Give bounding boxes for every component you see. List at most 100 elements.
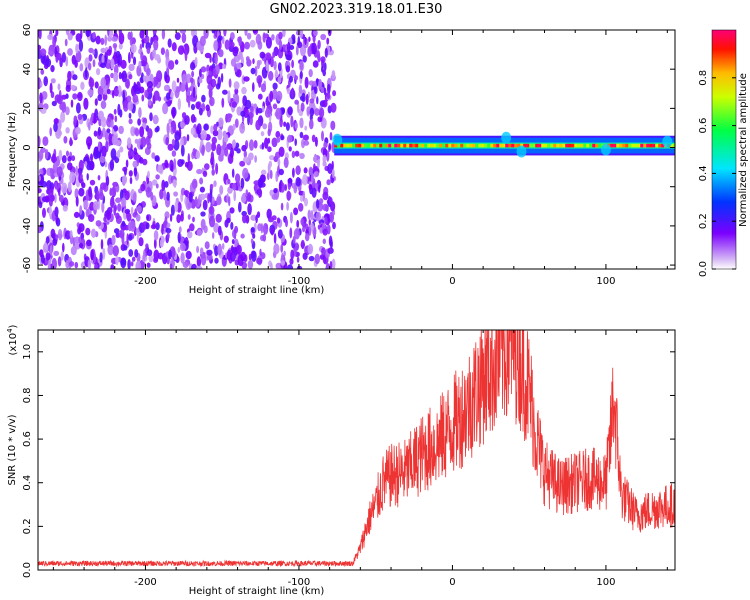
noise-cell bbox=[230, 221, 234, 230]
noise-cell bbox=[308, 36, 311, 42]
noise-cell bbox=[87, 259, 92, 269]
signal-core-cell bbox=[415, 143, 419, 148]
noise-cell bbox=[111, 186, 117, 198]
signal-core-cell bbox=[547, 143, 551, 148]
noise-cell bbox=[60, 182, 68, 194]
noise-cell bbox=[45, 195, 49, 203]
noise-cell bbox=[201, 144, 205, 157]
noise-cell bbox=[260, 169, 267, 176]
y-axis-label: SNR (10 * v/v) bbox=[7, 414, 18, 485]
noise-cell bbox=[199, 186, 205, 193]
noise-cell bbox=[126, 233, 129, 246]
noise-cell bbox=[133, 147, 138, 155]
noise-cell bbox=[50, 155, 57, 163]
noise-cell bbox=[112, 125, 119, 132]
noise-cell bbox=[275, 262, 282, 269]
signal-core-cell bbox=[400, 143, 404, 148]
noise-cell bbox=[130, 261, 134, 267]
noise-cell bbox=[205, 141, 212, 153]
noise-cell bbox=[50, 65, 55, 73]
noise-cell bbox=[177, 231, 181, 244]
noise-cell bbox=[45, 58, 52, 68]
y-tick-label: 0 bbox=[22, 144, 33, 150]
signal-core-cell bbox=[586, 143, 590, 148]
signal-core-cell bbox=[625, 143, 629, 148]
y-tick-label: 1.0 bbox=[22, 344, 33, 360]
noise-cell bbox=[128, 170, 133, 177]
noise-cell bbox=[109, 196, 115, 209]
noise-cell bbox=[84, 67, 88, 79]
noise-cell bbox=[147, 142, 152, 150]
noise-cell bbox=[90, 160, 94, 171]
noise-cell bbox=[86, 136, 93, 148]
noise-cell bbox=[70, 84, 76, 90]
noise-cell bbox=[271, 89, 278, 100]
noise-cell bbox=[253, 180, 260, 186]
noise-cell bbox=[255, 119, 261, 131]
noise-cell bbox=[296, 219, 300, 228]
noise-cell bbox=[65, 84, 72, 92]
noise-cell bbox=[72, 93, 78, 100]
noise-cell bbox=[253, 103, 258, 109]
noise-cell bbox=[212, 68, 216, 77]
noise-cell bbox=[62, 204, 68, 212]
noise-cell bbox=[235, 142, 240, 149]
noise-cell bbox=[261, 142, 265, 150]
noise-cell bbox=[130, 206, 134, 215]
noise-cell bbox=[111, 128, 115, 135]
noise-cell bbox=[224, 147, 229, 157]
signal-core-cell bbox=[406, 143, 410, 148]
noise-cell bbox=[109, 159, 115, 171]
noise-cell bbox=[40, 107, 47, 114]
noise-cell bbox=[211, 168, 215, 176]
noise-cell bbox=[38, 149, 44, 161]
noise-cell bbox=[187, 96, 191, 108]
noise-cell bbox=[181, 32, 187, 44]
noise-cell bbox=[308, 183, 313, 191]
noise-cell bbox=[54, 181, 58, 190]
noise-cell bbox=[180, 252, 185, 264]
noise-cell bbox=[185, 250, 192, 260]
noise-cell bbox=[198, 78, 203, 84]
noise-cell bbox=[216, 196, 222, 206]
noise-cell bbox=[132, 56, 137, 66]
noise-cell bbox=[262, 234, 267, 242]
noise-cell bbox=[146, 214, 149, 221]
signal-core-cell bbox=[394, 143, 398, 148]
noise-cell bbox=[70, 99, 74, 108]
noise-cell bbox=[332, 90, 337, 97]
noise-cell bbox=[278, 146, 285, 157]
noise-cell bbox=[100, 62, 107, 69]
noise-cell bbox=[302, 226, 306, 233]
noise-cell bbox=[191, 178, 198, 189]
noise-cell bbox=[252, 58, 255, 65]
noise-cell bbox=[312, 60, 319, 68]
noise-cell bbox=[130, 191, 134, 197]
noise-cell bbox=[140, 51, 144, 61]
noise-cell bbox=[161, 179, 166, 192]
noise-cell bbox=[314, 171, 319, 178]
noise-cell bbox=[172, 179, 177, 188]
noise-cell bbox=[78, 236, 82, 244]
noise-cell bbox=[132, 160, 138, 168]
noise-cell bbox=[93, 130, 98, 137]
noise-cell bbox=[317, 39, 321, 50]
noise-cell bbox=[300, 239, 305, 250]
noise-cell bbox=[308, 218, 311, 226]
noise-cell bbox=[73, 115, 78, 124]
noise-cell bbox=[206, 253, 213, 261]
y-tick-label: 0.4 bbox=[22, 475, 33, 491]
noise-cell bbox=[293, 207, 299, 216]
noise-cell bbox=[67, 156, 72, 162]
noise-cell bbox=[83, 199, 89, 209]
signal-core-cell bbox=[532, 143, 536, 148]
signal-core-cell bbox=[574, 143, 578, 148]
noise-cell bbox=[49, 167, 53, 175]
noise-cell bbox=[68, 261, 75, 267]
noise-cell bbox=[134, 208, 138, 216]
noise-cell bbox=[293, 228, 300, 240]
noise-cell bbox=[152, 179, 158, 186]
signal-core-cell bbox=[349, 143, 353, 148]
